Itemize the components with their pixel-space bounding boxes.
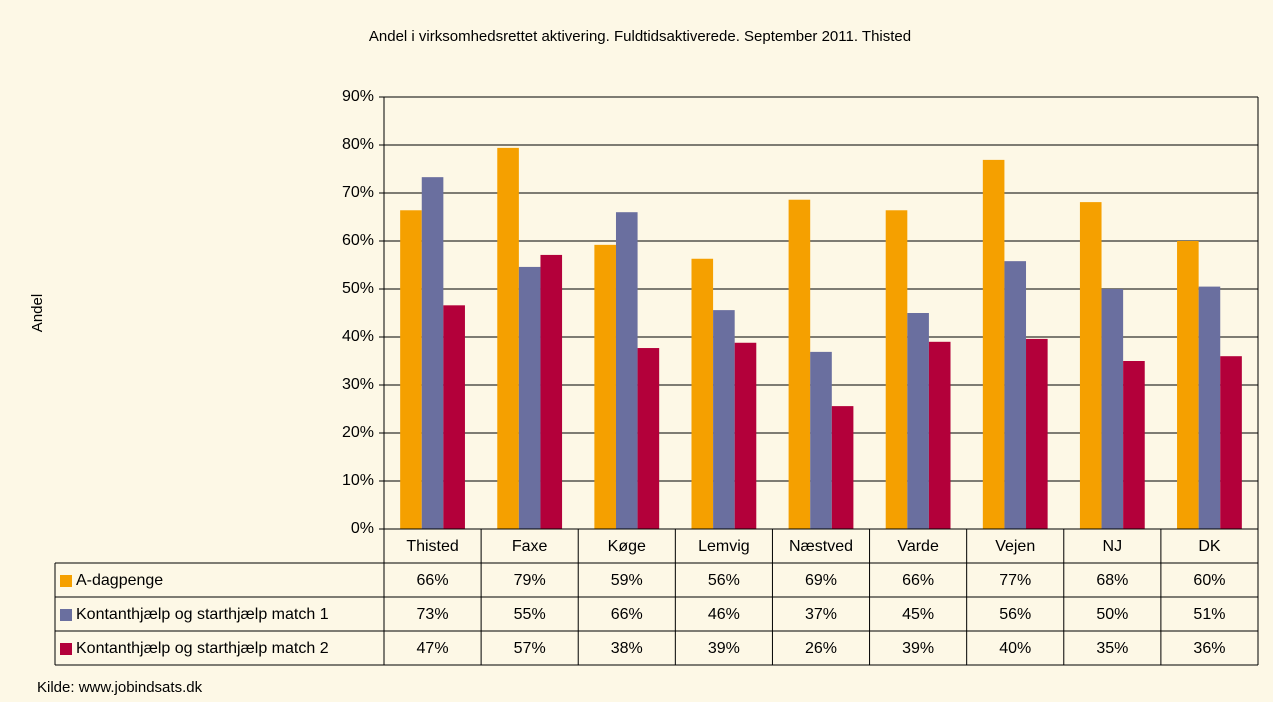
y-tick-label: 80%	[342, 136, 374, 153]
y-tick-label: 40%	[342, 328, 374, 345]
bar	[1079, 202, 1102, 529]
bar	[400, 210, 422, 529]
table-value: 39%	[708, 640, 740, 657]
x-tick-label: Køge	[608, 538, 646, 555]
table-value: 57%	[514, 640, 546, 657]
y-tick-label: 50%	[342, 280, 374, 297]
table-value: 69%	[805, 572, 837, 589]
table-value: 38%	[611, 640, 643, 657]
legend-key	[60, 575, 72, 587]
table-value: 36%	[1193, 640, 1225, 657]
y-tick-label: 0%	[351, 520, 374, 537]
bar	[691, 258, 714, 529]
table-value: 46%	[708, 606, 740, 623]
bar	[540, 254, 563, 530]
y-tick-label: 20%	[342, 424, 374, 441]
table-value: 56%	[999, 606, 1031, 623]
y-tick-label: 10%	[342, 472, 374, 489]
bar	[637, 348, 660, 529]
table-value: 66%	[417, 572, 449, 589]
legend-label: A-dagpenge	[76, 572, 163, 589]
bar	[1101, 289, 1124, 529]
legend-label: Kontanthjælp og starthjælp match 1	[76, 606, 329, 623]
bar	[518, 266, 541, 529]
table-value: 47%	[417, 640, 449, 657]
table-value: 50%	[1096, 606, 1128, 623]
x-tick-label: Vejen	[995, 538, 1035, 555]
bar	[928, 341, 951, 529]
x-tick-label: Næstved	[789, 538, 853, 555]
bar	[1220, 356, 1242, 529]
table-value: 35%	[1096, 640, 1128, 657]
table-value: 26%	[805, 640, 837, 657]
bar	[1123, 361, 1145, 529]
table-value: 66%	[611, 606, 643, 623]
x-tick-label: Thisted	[406, 538, 458, 555]
bar	[810, 351, 832, 529]
chart-title: Andel i virksomhedsrettet aktivering. Fu…	[369, 28, 911, 45]
table-value: 45%	[902, 606, 934, 623]
bar	[788, 199, 811, 529]
legend-label: Kontanthjælp og starthjælp match 2	[76, 640, 329, 657]
x-tick-label: Varde	[897, 538, 939, 555]
table-value: 66%	[902, 572, 934, 589]
x-tick-label: NJ	[1103, 538, 1123, 555]
table-value: 73%	[417, 606, 449, 623]
y-axis-label: Andel	[29, 294, 46, 332]
bar	[1004, 261, 1027, 529]
table-value: 40%	[999, 640, 1031, 657]
bar	[1026, 338, 1048, 529]
bar	[421, 177, 444, 529]
table-value: 51%	[1193, 606, 1225, 623]
y-tick-label: 70%	[342, 184, 374, 201]
legend-key	[60, 609, 72, 621]
table-value: 77%	[999, 572, 1031, 589]
bar	[1198, 286, 1221, 529]
y-tick-label: 60%	[342, 232, 374, 249]
bar	[713, 310, 735, 529]
bar	[831, 406, 854, 529]
bar	[594, 244, 616, 529]
bar	[497, 147, 519, 529]
x-tick-label: Lemvig	[698, 538, 750, 555]
bar	[885, 210, 908, 529]
source: Kilde: www.jobindsats.dk	[37, 679, 203, 696]
y-tick-label: 90%	[342, 88, 374, 105]
legend-key	[60, 643, 72, 655]
table-value: 55%	[514, 606, 546, 623]
bar	[982, 159, 1005, 529]
x-tick-label: Faxe	[512, 538, 548, 555]
table-value: 60%	[1193, 572, 1225, 589]
table-value: 59%	[611, 572, 643, 589]
table-value: 37%	[805, 606, 837, 623]
table-value: 68%	[1096, 572, 1128, 589]
table-value: 79%	[514, 572, 546, 589]
bar	[734, 342, 757, 529]
table-value: 56%	[708, 572, 740, 589]
y-tick-label: 30%	[342, 376, 374, 393]
bar	[615, 212, 638, 529]
bar	[907, 313, 929, 529]
x-tick-label: DK	[1198, 538, 1221, 555]
table-value: 39%	[902, 640, 934, 657]
bar	[443, 305, 465, 529]
bar	[1177, 241, 1199, 529]
